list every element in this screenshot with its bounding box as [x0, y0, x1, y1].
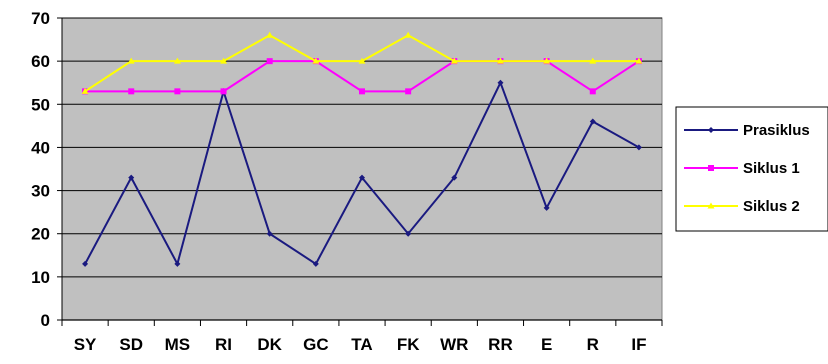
x-tick-label: SY: [74, 335, 97, 354]
y-tick-label: 70: [31, 9, 50, 28]
data-point: [266, 58, 273, 65]
legend-marker: [707, 202, 715, 209]
x-tick-label: TA: [351, 335, 372, 354]
data-point: [543, 204, 550, 211]
y-axis: 0 10 20 30 40 50 60 70: [31, 9, 63, 330]
x-tick-label: GC: [303, 335, 329, 354]
data-point: [451, 174, 458, 181]
data-point: [220, 88, 227, 95]
data-point: [543, 57, 551, 64]
legend-label: Siklus 2: [743, 198, 800, 215]
data-point: [173, 57, 181, 64]
y-tick-label: 10: [31, 268, 50, 287]
y-tick-label: 40: [31, 138, 50, 157]
legend-label: Prasiklus: [743, 122, 810, 139]
data-point: [405, 230, 412, 237]
legend: Prasiklus Siklus 1 Siklus 2: [675, 106, 828, 232]
x-axis: SY SD MS RI DK GC TA FK WR RR E R IF: [61, 319, 663, 354]
data-point: [497, 79, 504, 86]
data-point: [405, 88, 412, 95]
data-point: [174, 88, 181, 95]
data-point: [404, 31, 412, 38]
x-tick-label: E: [541, 335, 552, 354]
data-point: [635, 57, 643, 64]
x-tick-label: IF: [631, 335, 646, 354]
data-point: [312, 260, 319, 267]
x-tick-label: SD: [119, 335, 143, 354]
series-group: [81, 31, 643, 267]
data-point: [128, 174, 135, 181]
data-point: [220, 57, 228, 64]
plot-area: [61, 17, 663, 321]
data-point: [82, 260, 89, 267]
data-point: [174, 260, 181, 267]
data-point: [81, 87, 89, 94]
x-tick-label: MS: [165, 335, 191, 354]
legend-marker: [708, 165, 714, 171]
data-point: [128, 88, 135, 95]
legend-marker: [708, 127, 714, 133]
x-tick-label: WR: [440, 335, 468, 354]
x-tick-label: R: [587, 335, 599, 354]
data-point: [359, 174, 365, 181]
x-tick-label: RR: [488, 335, 513, 354]
data-point: [266, 230, 273, 237]
data-point: [589, 118, 596, 125]
y-tick-label: 60: [31, 52, 50, 71]
data-point: [312, 57, 320, 64]
y-tick-label: 30: [31, 182, 50, 201]
series-3: [81, 31, 643, 94]
y-tick-label: 0: [41, 311, 50, 330]
data-point: [589, 57, 597, 64]
data-point: [496, 57, 504, 64]
y-tick-label: 20: [31, 225, 50, 244]
data-point: [127, 57, 135, 64]
series-1: [82, 79, 642, 267]
data-point: [635, 144, 642, 151]
data-point: [266, 31, 274, 38]
data-point: [358, 57, 366, 64]
data-point: [589, 88, 596, 95]
data-point: [450, 57, 458, 64]
y-tick-label: 50: [31, 95, 50, 114]
x-tick-label: RI: [215, 335, 232, 354]
data-point: [359, 88, 365, 95]
x-tick-label: DK: [257, 335, 282, 354]
x-tick-label: FK: [397, 335, 420, 354]
legend-label: Siklus 1: [743, 160, 800, 177]
